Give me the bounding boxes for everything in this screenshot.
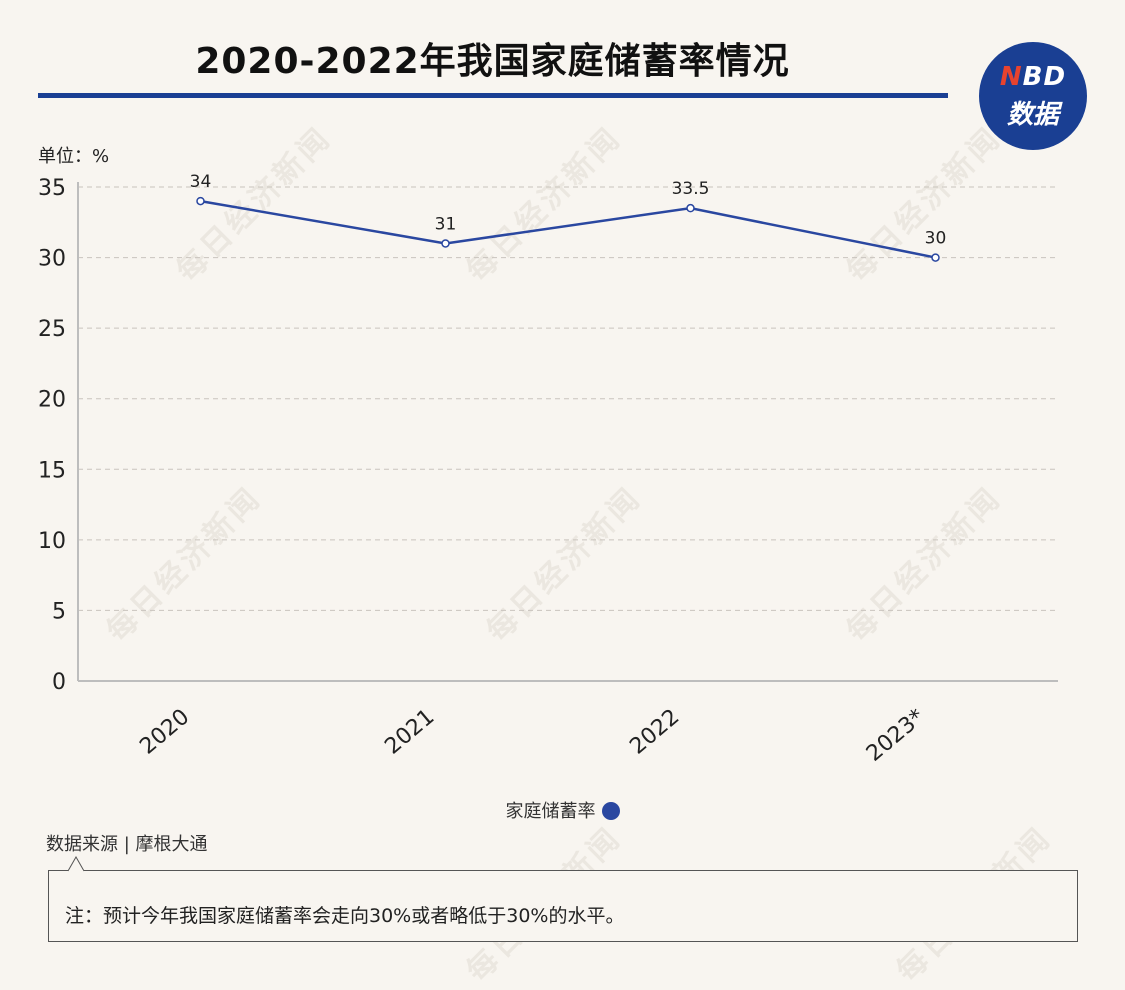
logo-bottom-text: 数据 bbox=[1006, 100, 1059, 130]
y-tick-label: 20 bbox=[38, 388, 66, 413]
y-tick-label: 25 bbox=[38, 317, 66, 342]
title-divider bbox=[38, 93, 948, 98]
legend-swatch bbox=[601, 802, 620, 820]
data-label: 30 bbox=[925, 229, 947, 249]
x-tick-label: 2021 bbox=[380, 704, 439, 759]
x-tick-label: 2022 bbox=[625, 704, 684, 759]
y-tick-label: 30 bbox=[38, 247, 66, 272]
y-tick-label: 0 bbox=[52, 670, 66, 695]
y-tick-label: 10 bbox=[38, 529, 66, 554]
y-tick-label: 15 bbox=[38, 458, 66, 483]
data-label: 33.5 bbox=[672, 179, 710, 199]
note-pointer bbox=[67, 856, 85, 872]
nbd-logo: NBD 数据 bbox=[979, 42, 1087, 150]
x-tick-label: 2023* bbox=[862, 704, 929, 766]
data-point bbox=[196, 196, 205, 206]
logo-bd: BD bbox=[1022, 62, 1067, 92]
note-text: 注：预计今年我国家庭储蓄率会走向30%或者略低于30%的水平。 bbox=[65, 905, 625, 927]
note-box: 注：预计今年我国家庭储蓄率会走向30%或者略低于30%的水平。 bbox=[48, 870, 1078, 942]
source-text: 数据来源 | 摩根大通 bbox=[46, 834, 208, 855]
logo-n: N bbox=[999, 62, 1023, 92]
y-tick-label: 35 bbox=[38, 176, 66, 201]
legend: 家庭储蓄率 bbox=[0, 797, 1125, 823]
line-chart: 0 5 10 15 20 25 30 35 2020 2021 2022 2023* 34 31 33.5 3… bbox=[38, 172, 1058, 767]
data-point bbox=[441, 239, 450, 248]
unit-label: 单位：% bbox=[38, 146, 110, 167]
data-point bbox=[686, 203, 695, 213]
data-label: 34 bbox=[190, 172, 212, 192]
logo-top-text: NBD bbox=[979, 62, 1087, 92]
y-tick-label: 5 bbox=[52, 599, 66, 624]
data-label: 31 bbox=[435, 214, 457, 234]
x-tick-label: 2020 bbox=[135, 704, 194, 759]
series-line bbox=[200, 199, 936, 259]
chart-title: 2020-2022年我国家庭储蓄率情况 bbox=[195, 41, 790, 82]
data-point bbox=[931, 253, 940, 262]
legend-label: 家庭储蓄率 bbox=[505, 801, 596, 822]
